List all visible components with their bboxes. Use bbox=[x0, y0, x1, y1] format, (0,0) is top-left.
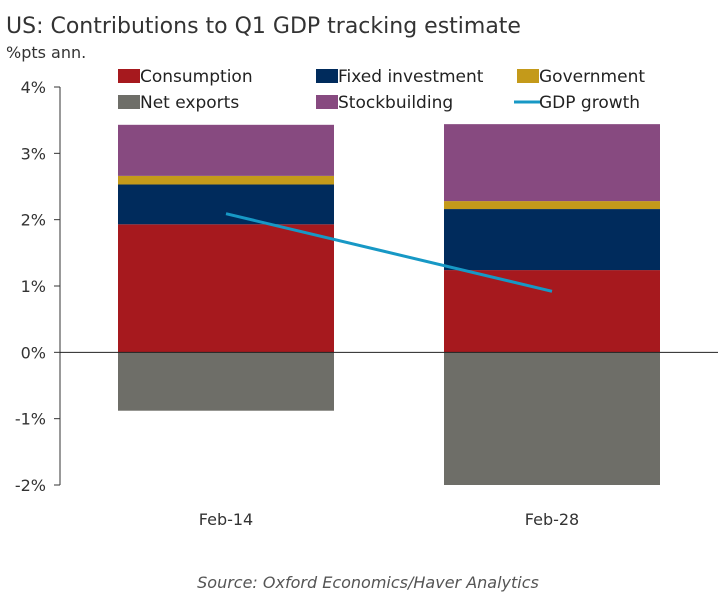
y-tick-label: 0% bbox=[21, 343, 46, 362]
bar-segment-net-exports-0 bbox=[118, 352, 334, 411]
source-note: Source: Oxford Economics/Haver Analytics bbox=[197, 573, 539, 592]
legend-swatch-fixed-investment bbox=[316, 69, 338, 83]
y-tick-label: 4% bbox=[21, 78, 46, 97]
y-axis: -2% -1% 0% 1% 2% 3% 4% bbox=[15, 78, 61, 495]
bar-segment-government-1 bbox=[444, 201, 660, 210]
bar-segment-consumption-1 bbox=[444, 270, 660, 353]
x-tick-label-feb-28: Feb-28 bbox=[525, 510, 579, 529]
gdp-growth-line bbox=[225, 212, 553, 293]
legend-label-net-exports: Net exports bbox=[140, 93, 239, 113]
y-tick-label: -1% bbox=[15, 410, 46, 429]
chart-subtitle: %pts ann. bbox=[6, 43, 86, 62]
legend-swatch-government bbox=[517, 69, 539, 83]
bar-segment-consumption-0 bbox=[118, 224, 334, 353]
legend-label-consumption: Consumption bbox=[140, 67, 253, 87]
x-axis: Feb-14 Feb-28 bbox=[199, 510, 579, 529]
legend-swatch-consumption bbox=[118, 69, 140, 83]
y-tick-label: 2% bbox=[21, 211, 46, 230]
legend-label-stockbuilding: Stockbuilding bbox=[338, 93, 453, 113]
bar-segment-net-exports-1 bbox=[444, 352, 660, 485]
bar-segment-stockbuilding-1 bbox=[444, 124, 660, 202]
bar-segment-government-0 bbox=[118, 175, 334, 185]
y-tick-label: -2% bbox=[15, 476, 46, 495]
bar-segment-stockbuilding-0 bbox=[118, 124, 334, 176]
x-tick-label-feb-14: Feb-14 bbox=[199, 510, 253, 529]
bar-segment-fixed-investment-0 bbox=[118, 184, 334, 225]
bars bbox=[118, 124, 660, 485]
legend-label-government: Government bbox=[539, 67, 645, 87]
legend: Consumption Fixed investment Government Net… bbox=[118, 67, 645, 113]
legend-swatch-net-exports bbox=[118, 95, 140, 109]
legend-label-fixed-investment: Fixed investment bbox=[338, 67, 484, 87]
y-tick-label: 1% bbox=[21, 277, 46, 296]
bar-segment-fixed-investment-1 bbox=[444, 209, 660, 271]
legend-swatch-stockbuilding bbox=[316, 95, 338, 109]
legend-label-gdp-growth: GDP growth bbox=[539, 93, 640, 113]
gdp-growth-polyline bbox=[225, 212, 553, 293]
y-tick-label: 3% bbox=[21, 144, 46, 163]
chart-title: US: Contributions to Q1 GDP tracking est… bbox=[6, 14, 521, 39]
